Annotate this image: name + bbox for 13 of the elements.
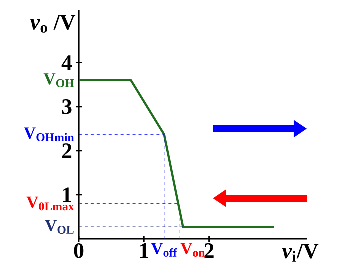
ref-line-label: V$_{on}$ — [180, 243, 206, 257]
ref-line-label: V$_{OHmin}$ — [24, 128, 74, 142]
y-tick-label: 3 — [62, 100, 72, 114]
x-tick-label: 2 — [204, 244, 214, 258]
annotation: V$_{OH}$ — [44, 74, 74, 88]
ref-line-label: V$_{off}$ — [151, 243, 178, 257]
y-axis-title: v$_{o}$ /V — [30, 15, 76, 33]
x-tick-label: 0 — [74, 244, 84, 258]
x-axis-title: v$_{i}$/V — [282, 244, 319, 262]
x-tick-label: 1 — [140, 244, 148, 258]
y-tick-label: 2 — [62, 144, 72, 158]
y-tick-label: 4 — [62, 56, 72, 70]
ref-line-label: V$_{OL}$ — [45, 220, 74, 234]
